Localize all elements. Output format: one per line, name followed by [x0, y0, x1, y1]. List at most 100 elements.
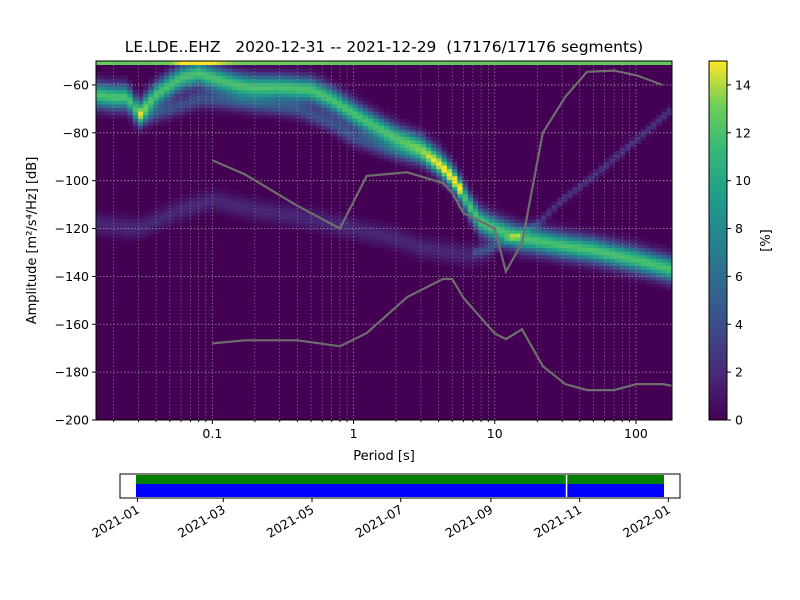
heatmap-cell	[143, 122, 149, 127]
heatmap-cell	[378, 244, 385, 249]
heatmap-cell	[457, 175, 463, 180]
heatmap-cell	[116, 111, 123, 116]
heatmap-cell	[656, 247, 662, 252]
heatmap-cell	[274, 107, 280, 112]
heatmap-cell	[582, 265, 589, 270]
heatmap-cell	[446, 193, 453, 198]
heatmap-cell	[274, 201, 280, 205]
heatmap-cell	[268, 201, 275, 205]
heatmap-cell	[289, 204, 296, 209]
heatmap-cell	[116, 114, 123, 119]
heatmap-cell	[562, 262, 568, 267]
heatmap-cell	[164, 118, 170, 123]
heatmap-cell	[420, 61, 427, 65]
heatmap-cell	[656, 283, 662, 288]
heatmap-cell	[441, 154, 448, 159]
heatmap-cell	[483, 236, 490, 241]
heatmap-cell	[326, 132, 333, 137]
heatmap-cell	[404, 150, 411, 155]
heatmap-cell	[436, 175, 442, 180]
heatmap-cell	[499, 229, 505, 234]
heatmap-cell	[336, 218, 343, 223]
heatmap-cell	[582, 61, 589, 65]
heatmap-cell	[122, 100, 128, 105]
heatmap-cell	[263, 114, 270, 119]
heatmap-cell	[420, 136, 427, 141]
heatmap-cell	[478, 244, 484, 249]
heatmap-cell	[404, 244, 411, 249]
heatmap-cell	[431, 175, 437, 180]
heatmap-cell	[384, 233, 390, 238]
heatmap-cell	[640, 244, 647, 249]
heatmap-cell	[446, 61, 453, 65]
heatmap-cell	[630, 276, 636, 281]
heatmap-cell	[635, 272, 641, 277]
heatmap-cell	[205, 190, 212, 195]
heatmap-cell	[237, 197, 244, 202]
heatmap-cell	[666, 254, 672, 259]
heatmap-cell	[179, 197, 186, 202]
heatmap-cell	[609, 247, 615, 252]
heatmap-cell	[158, 111, 165, 116]
heatmap-cell	[378, 61, 385, 65]
heatmap-cell	[336, 236, 343, 241]
heatmap-cell	[483, 218, 490, 223]
heatmap-cell	[593, 247, 600, 252]
heatmap-cell	[473, 204, 479, 209]
heatmap-cell	[415, 251, 422, 256]
heatmap-cell	[226, 64, 233, 69]
heatmap-cell	[195, 64, 202, 69]
heatmap-cell	[467, 197, 474, 202]
heatmap-cell	[101, 89, 107, 94]
heatmap-cell	[326, 100, 333, 105]
heatmap-cell	[452, 251, 458, 256]
heatmap-cell	[593, 254, 600, 259]
heatmap-cell	[247, 218, 254, 223]
heatmap-cell	[190, 75, 196, 80]
heatmap-cell	[211, 190, 217, 195]
heatmap-cell	[331, 104, 338, 109]
heatmap-cell	[541, 218, 547, 223]
heatmap-cell	[226, 107, 233, 112]
heatmap-cell	[268, 89, 275, 94]
heatmap-cell	[651, 125, 657, 130]
heatmap-cell	[169, 215, 175, 220]
heatmap-cell	[446, 150, 453, 155]
heatmap-cell	[452, 183, 458, 188]
heatmap-cell	[384, 114, 390, 119]
heatmap-cell	[556, 265, 563, 270]
heatmap-cell	[132, 218, 139, 223]
heatmap-cell	[174, 114, 181, 119]
heatmap-cell	[352, 96, 359, 101]
heatmap-cell	[342, 111, 348, 116]
heatmap-cell	[410, 61, 416, 65]
heatmap-cell	[101, 222, 107, 227]
heatmap-cell	[331, 132, 338, 137]
heatmap-cell	[425, 247, 432, 252]
heatmap-cell	[384, 229, 390, 234]
heatmap-cell	[624, 276, 631, 281]
heatmap-cell	[452, 236, 458, 241]
heatmap-cell	[357, 129, 364, 134]
heatmap-cell	[614, 262, 621, 267]
heatmap-cell	[158, 218, 165, 223]
heatmap-cell	[216, 100, 223, 105]
heatmap-cell	[106, 215, 113, 220]
heatmap-cell	[452, 179, 458, 184]
heatmap-cell	[195, 61, 202, 65]
heatmap-cell	[132, 93, 139, 98]
heatmap-cell	[368, 100, 374, 105]
heatmap-cell	[384, 247, 390, 252]
heatmap-cell	[394, 233, 401, 238]
heatmap-cell	[640, 129, 647, 134]
heatmap-cell	[347, 100, 353, 105]
heatmap-cell	[294, 211, 301, 216]
heatmap-cell	[577, 254, 584, 259]
heatmap-cell	[441, 240, 448, 245]
heatmap-cell	[143, 129, 149, 134]
heatmap-cell	[467, 258, 474, 263]
heatmap-cell	[305, 111, 312, 116]
heatmap-cell	[373, 244, 380, 249]
heatmap-cell	[373, 129, 380, 134]
heatmap-cell	[116, 61, 123, 65]
